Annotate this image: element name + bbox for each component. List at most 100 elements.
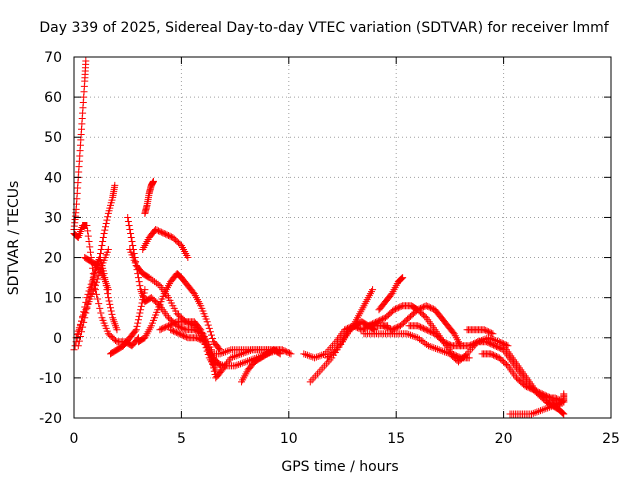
data-point — [544, 404, 552, 412]
data-point — [281, 347, 289, 355]
data-point — [235, 361, 243, 369]
data-point — [219, 361, 227, 369]
y-tick-label: 0 — [53, 331, 62, 347]
data-point — [154, 280, 162, 288]
data-point — [171, 328, 179, 336]
data-point — [104, 294, 112, 302]
data-point — [418, 324, 426, 332]
data-point — [452, 352, 460, 360]
data-point — [312, 353, 320, 361]
data-point — [89, 279, 97, 287]
data-point — [554, 400, 562, 408]
data-point — [182, 333, 190, 341]
data-point — [107, 307, 115, 315]
series-arc-15 — [205, 346, 295, 358]
data-point — [270, 346, 278, 354]
data-point — [528, 410, 536, 418]
data-point — [502, 361, 510, 369]
data-point — [101, 226, 109, 234]
data-point — [151, 278, 159, 286]
data-point — [287, 350, 295, 358]
data-point — [218, 349, 226, 357]
data-point — [421, 325, 429, 333]
data-point — [492, 352, 500, 360]
data-point — [125, 221, 133, 229]
data-point — [490, 341, 498, 349]
data-point — [447, 341, 455, 349]
data-point — [412, 333, 420, 341]
data-point — [408, 332, 416, 340]
data-point — [397, 275, 405, 283]
data-point — [113, 326, 121, 334]
data-point — [311, 354, 319, 362]
data-point — [428, 343, 436, 351]
data-point — [307, 352, 315, 360]
data-point — [424, 342, 432, 350]
data-point — [422, 326, 430, 334]
data-point — [314, 352, 322, 360]
y-tick-label: 30 — [44, 210, 62, 226]
data-point — [284, 348, 292, 356]
data-point — [153, 226, 161, 234]
data-point — [175, 330, 183, 338]
data-point — [215, 344, 223, 352]
data-point — [238, 359, 246, 367]
data-point — [85, 238, 93, 246]
data-point — [83, 304, 91, 312]
data-point — [370, 319, 378, 327]
data-point — [75, 337, 83, 345]
data-point — [134, 319, 142, 327]
data-point — [364, 322, 372, 330]
data-point — [542, 405, 550, 413]
y-tick-label: 10 — [44, 291, 62, 307]
data-point — [221, 348, 229, 356]
data-point — [98, 242, 106, 250]
data-point — [445, 340, 453, 348]
data-point — [543, 392, 551, 400]
data-point — [86, 243, 94, 251]
y-tick-label: -10 — [39, 371, 62, 387]
data-point — [211, 359, 219, 367]
data-point — [204, 321, 212, 329]
data-point — [432, 344, 440, 352]
data-point — [393, 304, 401, 312]
data-point — [137, 306, 145, 314]
data-point — [544, 393, 552, 401]
data-point — [487, 350, 495, 358]
data-point — [91, 269, 99, 277]
series-arc-20 — [323, 286, 377, 362]
data-point — [492, 342, 500, 350]
data-point — [472, 338, 480, 346]
data-point — [403, 330, 411, 338]
y-tick-label: 60 — [44, 90, 62, 106]
data-point — [160, 229, 168, 237]
data-point — [547, 403, 555, 411]
data-point — [451, 351, 459, 359]
series-arc-12 — [139, 225, 192, 262]
data-point — [163, 231, 171, 239]
data-point — [149, 276, 157, 284]
data-point — [491, 352, 499, 360]
data-point — [320, 350, 328, 358]
data-point — [488, 340, 496, 348]
data-point — [302, 350, 310, 358]
data-point — [168, 326, 176, 334]
data-point — [223, 347, 231, 355]
data-point — [439, 338, 447, 346]
data-point — [482, 326, 490, 334]
data-point — [195, 335, 203, 343]
data-point — [465, 354, 473, 362]
data-point — [208, 357, 216, 365]
data-point — [89, 276, 97, 284]
data-point — [421, 312, 429, 320]
data-point — [415, 322, 423, 330]
y-tick-label: 50 — [44, 130, 62, 146]
data-point — [166, 321, 174, 329]
x-axis-label: GPS time / hours — [281, 459, 398, 475]
data-point — [206, 328, 214, 336]
data-point — [283, 348, 291, 356]
data-point — [449, 350, 457, 358]
data-point — [316, 352, 324, 360]
data-point — [198, 336, 206, 344]
data-point — [531, 409, 539, 417]
